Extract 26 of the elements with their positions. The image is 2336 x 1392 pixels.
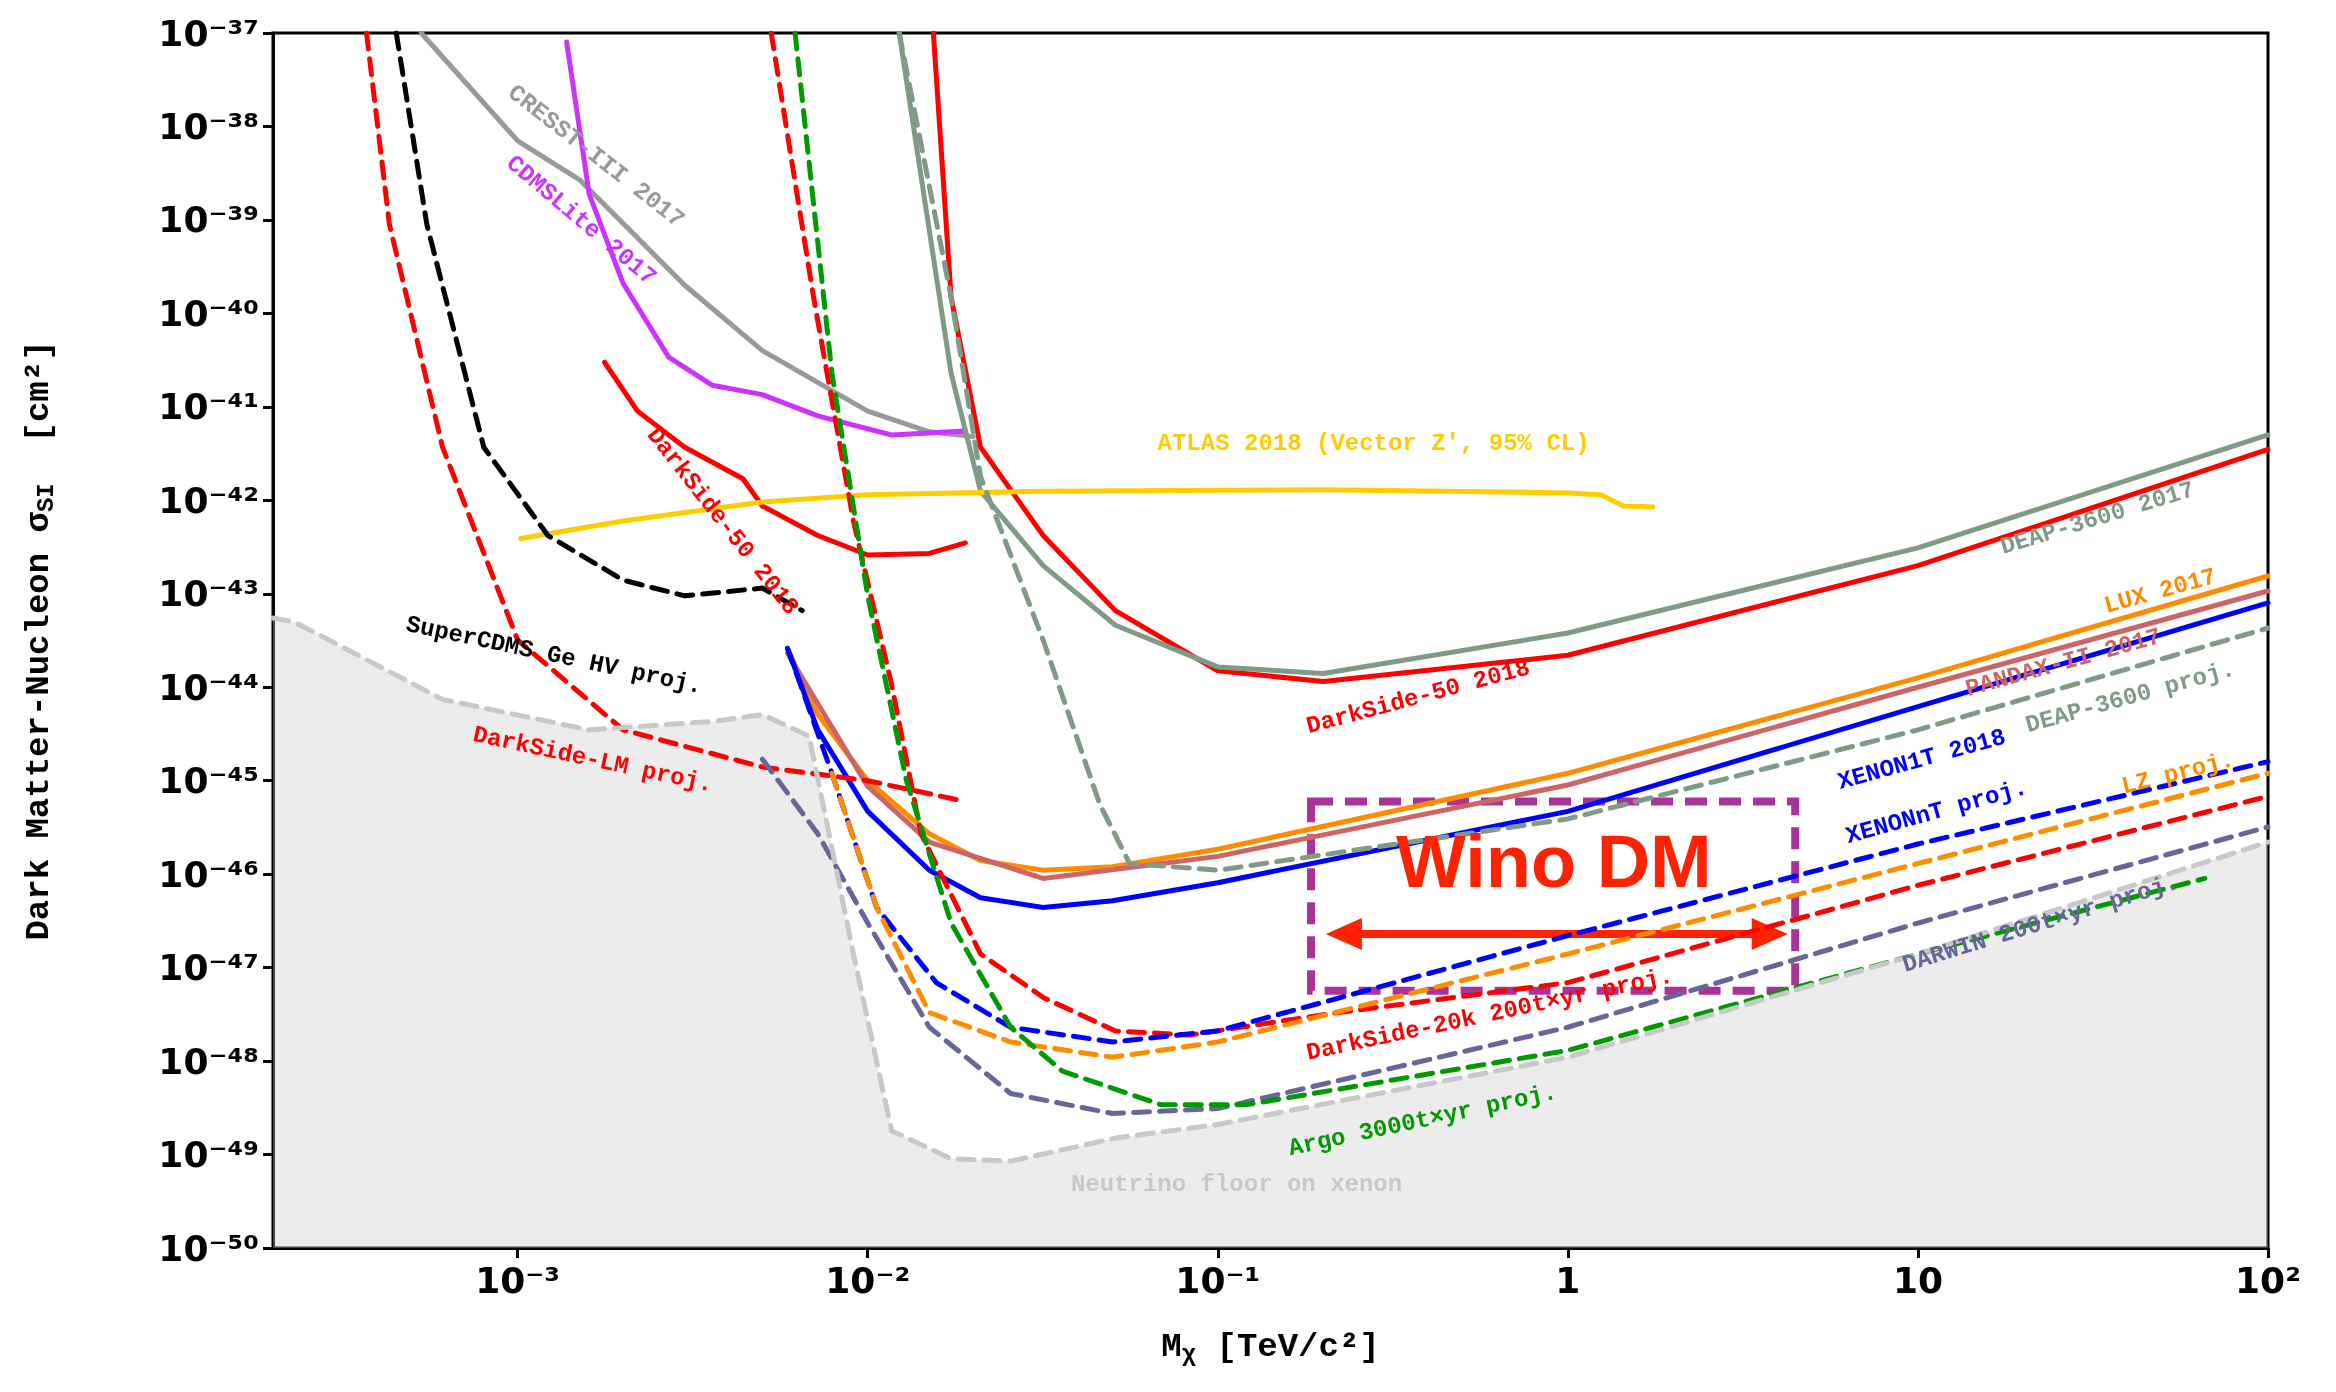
x-tick-label: 10⁻²	[825, 1259, 911, 1301]
x-tick-label: 10⁻¹	[1175, 1259, 1261, 1301]
text: Argo 3000t×yr proj.	[1286, 1078, 1560, 1162]
y-tick-label: 10⁻³⁸	[158, 105, 259, 147]
y-tick-label: 10⁻⁴⁷	[158, 947, 259, 989]
y-tick-label: 10⁻³⁹	[158, 199, 259, 241]
y-tick-label: 10⁻⁴⁸	[158, 1040, 259, 1082]
y-tick-label: 10⁻⁴⁰	[158, 292, 259, 334]
series-label: ATLAS 2018 (Vector Z', 95% CL)	[1157, 430, 1590, 458]
x-tick-label: 1	[1555, 1259, 1581, 1301]
y-tick-label: 10⁻⁴⁵	[158, 760, 259, 802]
y-tick-label: 10⁻⁵⁰	[158, 1227, 259, 1269]
text: LZ proj.	[2118, 746, 2238, 801]
x-tick-label: 10	[1892, 1259, 1943, 1301]
text: LUX 2017	[2101, 563, 2220, 620]
y-tick-label: 10⁻⁴⁶	[158, 853, 259, 895]
text: Dark Matter-Nucleon σSI [cm²]	[20, 340, 60, 941]
y-tick-label: 10⁻⁴⁹	[158, 1134, 259, 1176]
x-tick-label: 10⁻³	[475, 1259, 561, 1301]
y-tick-label: 10⁻³⁷	[158, 12, 259, 54]
y-tick-label: 10⁻⁴¹	[158, 386, 259, 428]
x-tick-label: 10²	[2235, 1259, 2301, 1301]
y-tick-label: 10⁻⁴²	[158, 479, 259, 521]
annotation: Wino DM	[1395, 819, 1712, 903]
y-tick-label: 10⁻⁴³	[158, 573, 259, 615]
y-tick-label: 10⁻⁴⁴	[158, 666, 259, 708]
